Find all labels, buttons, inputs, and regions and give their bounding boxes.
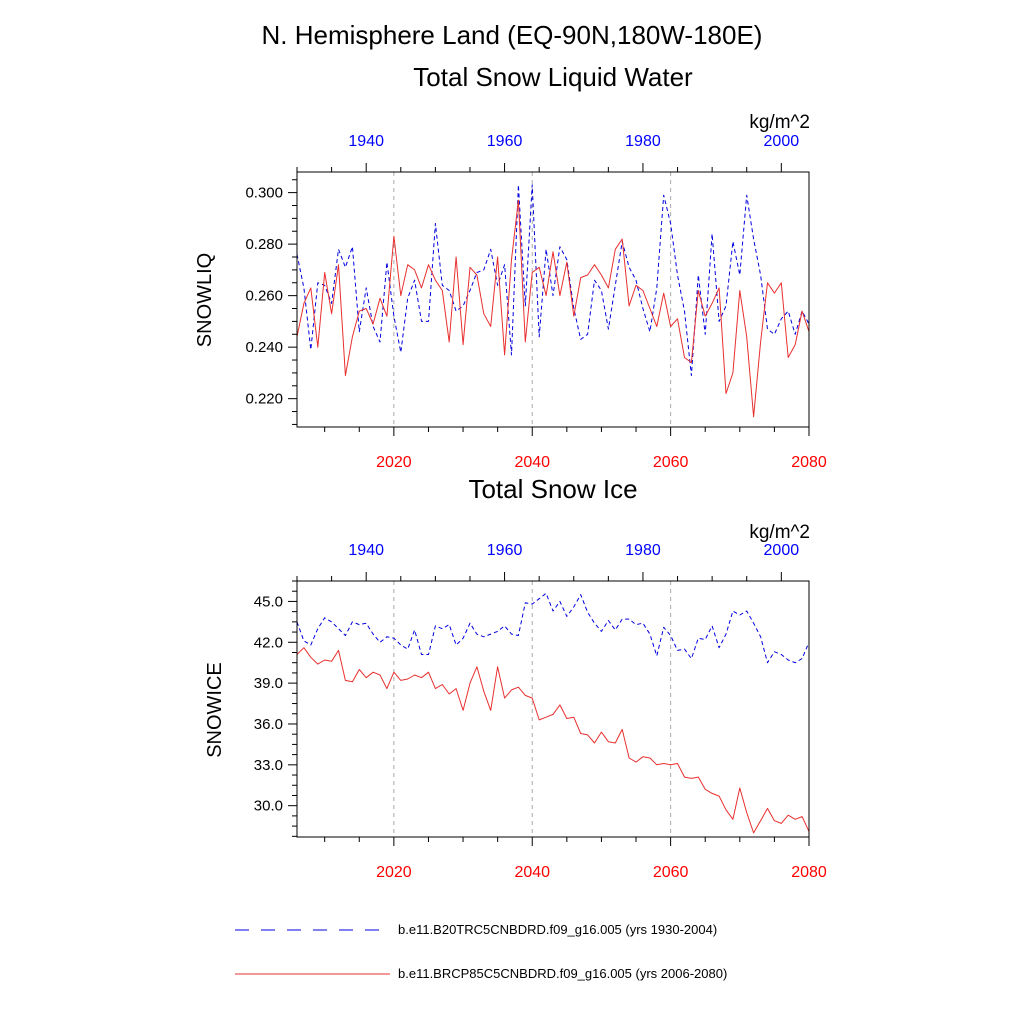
legend-future-label: b.e11.BRCP85C5CNBDRD.f09_g16.005 (yrs 20… [398,966,727,981]
snowice-y-axis-label: SNOWICE [204,662,226,758]
snowice-plot-frame [296,580,810,838]
snowliq-top-tick-label: 1940 [348,133,384,150]
snowliq-y-axis-label: SNOWLIQ [194,253,216,347]
snowice-future-series-line [296,647,810,834]
snowliq-y-tick-label: 0.300 [245,185,283,202]
snowice-bottom-tick-label: 2020 [376,864,412,881]
snowice-units-label: kg/m^2 [749,522,810,543]
snowliq-y-tick-label: 0.220 [245,391,283,408]
snowliq-bottom-tick-label: 2080 [791,454,827,471]
snowliq-top-tick-label: 1980 [625,133,661,150]
snowice-y-tick-label: 39.0 [254,675,283,692]
page-title: N. Hemisphere Land (EQ-90N,180W-180E) [262,20,763,50]
snowice-panel: Total Snow Ice kg/m^2 SNOWICE 30.0 33.0 36… [204,474,827,881]
snowice-top-tick-label: 1980 [625,542,661,559]
snowliq-y-tick-label: 0.240 [245,339,283,356]
snowliq-panel: Total Snow Liquid Water kg/m^2 SNOWLIQ 0… [194,62,827,471]
snowliq-y-tick-label: 0.280 [245,236,283,253]
snowice-top-tick-label: 2000 [764,542,800,559]
legend-historical-label: b.e11.B20TRC5CNBDRD.f09_g16.005 (yrs 193… [398,922,717,937]
snowliq-bottom-tick-label: 2040 [514,454,550,471]
snowliq-chart-title: Total Snow Liquid Water [413,62,693,92]
snowliq-historical-series-line [296,184,810,376]
snowice-historical-series-line [296,592,810,664]
snowliq-top-tick-label: 1960 [487,133,523,150]
snowliq-y-tick-label: 0.260 [245,288,283,305]
snowliq-plot-frame [296,171,810,428]
snowliq-bottom-tick-label: 2060 [653,454,689,471]
snowliq-bottom-tick-label: 2020 [376,454,412,471]
snowice-y-tick-label: 36.0 [254,716,283,733]
snowice-top-tick-label: 1940 [348,542,384,559]
snowice-bottom-tick-label: 2040 [514,864,550,881]
snowice-bottom-tick-label: 2060 [653,864,689,881]
snowice-bottom-tick-label: 2080 [791,864,827,881]
snowice-top-tick-label: 1960 [487,542,523,559]
snowliq-top-tick-label: 2000 [764,133,800,150]
snowliq-future-series-line [296,199,810,418]
legend: b.e11.B20TRC5CNBDRD.f09_g16.005 (yrs 193… [235,922,727,981]
snowice-y-tick-label: 30.0 [254,798,283,815]
snowice-chart-title: Total Snow Ice [468,474,637,504]
snowice-y-tick-label: 42.0 [254,634,283,651]
snowliq-units-label: kg/m^2 [749,112,810,133]
snowice-y-tick-label: 45.0 [254,593,283,610]
snowice-y-tick-label: 33.0 [254,757,283,774]
